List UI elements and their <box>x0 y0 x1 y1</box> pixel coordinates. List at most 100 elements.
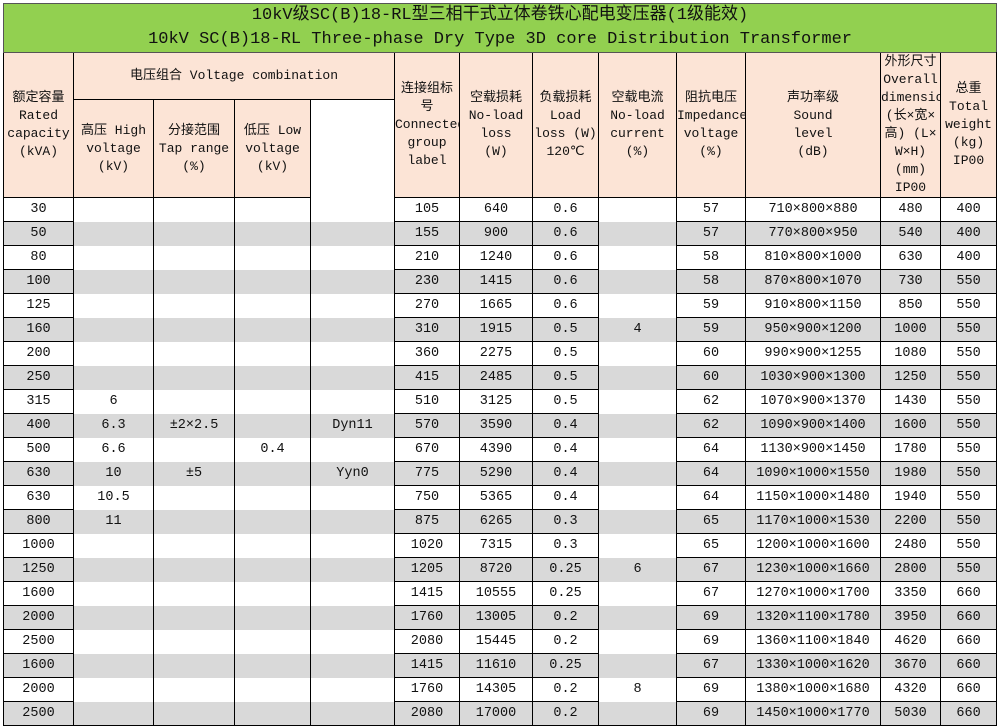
cell-sound-level: 65 <box>676 509 746 534</box>
cell-rated-capacity: 2500 <box>3 629 74 654</box>
cell-total-weight: 1080 <box>880 341 941 366</box>
header-line: Tap range <box>158 140 230 156</box>
cell-high-voltage: 10.5 <box>73 485 154 510</box>
cell-connected-group <box>310 365 395 390</box>
cell-sound-level: 58 <box>676 245 746 270</box>
cell-no-load-current: 0.6 <box>532 269 599 294</box>
cell-sound-level: 58 <box>676 269 746 294</box>
cell-no-load-current: 0.6 <box>532 197 599 222</box>
cell-no-load-loss: 415 <box>394 365 460 390</box>
cell-connected-group <box>310 629 395 654</box>
header-line: 总重 <box>955 81 982 96</box>
cell-rated-capacity: 50 <box>3 221 74 246</box>
cell-gauge: 550 <box>939 293 998 318</box>
cell-high-voltage: 6.3 <box>73 413 154 438</box>
cell-load-loss: 1415 <box>459 269 533 294</box>
cell-no-load-loss: 670 <box>394 437 460 462</box>
cell-gauge: 550 <box>939 557 998 582</box>
cell-rated-capacity: 160 <box>3 317 74 342</box>
cell-high-voltage <box>73 533 154 558</box>
table-row: 1600 1415 10555 0.25 67 1270×1000×1700 3350 660 <box>3 581 998 606</box>
cell-impedance-voltage <box>598 581 677 606</box>
header-line: No-load <box>610 108 665 123</box>
cell-rated-capacity: 630 <box>3 485 74 510</box>
cell-connected-group <box>310 605 395 630</box>
cell-no-load-loss: 310 <box>394 317 460 342</box>
transformer-spec-table: 10kV级SC(B)18-RL型三相干式立体卷铁心配电变压器(1级能效) 10k… <box>2 3 998 726</box>
cell-rated-capacity: 80 <box>3 245 74 270</box>
cell-rated-capacity: 500 <box>3 437 74 462</box>
title-en: 10kV SC(B)18-RL Three-phase Dry Type 3D … <box>148 30 852 49</box>
cell-total-weight: 1250 <box>880 365 941 390</box>
header-line: 声功率级 <box>786 90 839 105</box>
cell-tap-range <box>153 221 235 246</box>
cell-impedance-voltage <box>598 437 677 462</box>
cell-rated-capacity: 315 <box>3 389 74 414</box>
cell-no-load-loss: 155 <box>394 221 460 246</box>
cell-connected-group <box>310 557 395 582</box>
cell-connected-group <box>310 485 395 510</box>
cell-rated-capacity: 2000 <box>3 605 74 630</box>
table-row: 630 10 ±5 Yyn0 775 5290 0.4 64 1090×1000×1550 198… <box>3 461 998 486</box>
header-line: 外形尺寸 Overall <box>883 54 938 87</box>
header-line: 负载损耗 <box>539 90 592 105</box>
header-line: (kg) <box>952 135 985 150</box>
header-high-voltage: 高压 High voltage (kV) <box>73 99 154 198</box>
cell-impedance-voltage <box>598 221 677 246</box>
cell-impedance-voltage <box>598 485 677 510</box>
cell-low-voltage <box>234 221 311 246</box>
cell-connected-group <box>310 389 395 414</box>
header-line: 分接范围 <box>167 122 220 138</box>
cell-overall-dimension: 1070×900×1370 <box>745 389 881 414</box>
cell-tap-range: ±5 <box>153 461 235 486</box>
cell-connected-group <box>310 509 395 534</box>
cell-overall-dimension: 1270×1000×1700 <box>745 581 881 606</box>
cell-low-voltage <box>234 557 311 582</box>
cell-gauge: 400 <box>939 197 998 222</box>
cell-no-load-loss: 2080 <box>394 629 460 654</box>
header-low-voltage: 低压 Low voltage (kV) <box>234 99 311 198</box>
cell-connected-group <box>310 653 395 678</box>
cell-high-voltage: 6.6 <box>73 437 154 462</box>
cell-total-weight: 2200 <box>880 509 941 534</box>
header-line: Impedance <box>677 108 746 123</box>
table-row: 1000 1020 7315 0.3 65 1200×1000×1600 2480 550 <box>3 533 998 558</box>
header-line: (%) <box>625 144 650 159</box>
table-row: 160 310 1915 0.5 4 59 950×900×1200 1000 550 <box>3 317 998 342</box>
cell-low-voltage <box>234 245 311 270</box>
cell-no-load-loss: 1760 <box>394 605 460 630</box>
table-row: 630 10.5 750 5365 0.4 64 1150×1000×1480 1940 550 <box>3 485 998 510</box>
cell-impedance-voltage <box>598 629 677 654</box>
header-line: voltage <box>245 140 300 156</box>
cell-low-voltage <box>234 389 311 414</box>
header-line: capacity <box>7 126 70 141</box>
header-line: Connected <box>395 117 460 132</box>
cell-impedance-voltage <box>598 653 677 678</box>
cell-no-load-loss: 230 <box>394 269 460 294</box>
cell-rated-capacity: 2500 <box>3 701 74 726</box>
cell-tap-range <box>153 557 235 582</box>
cell-low-voltage <box>234 317 311 342</box>
cell-sound-level: 64 <box>676 437 746 462</box>
cell-impedance-voltage <box>598 341 677 366</box>
cell-sound-level: 65 <box>676 533 746 558</box>
cell-sound-level: 62 <box>676 413 746 438</box>
cell-gauge: 400 <box>939 221 998 246</box>
cell-overall-dimension: 1030×900×1300 <box>745 365 881 390</box>
cell-no-load-current: 0.2 <box>532 605 599 630</box>
cell-low-voltage <box>234 581 311 606</box>
cell-low-voltage <box>234 461 311 486</box>
cell-overall-dimension: 1150×1000×1480 <box>745 485 881 510</box>
cell-sound-level: 62 <box>676 389 746 414</box>
cell-connected-group <box>310 341 395 366</box>
cell-rated-capacity: 1600 <box>3 581 74 606</box>
cell-low-voltage <box>234 653 311 678</box>
header-line: Sound <box>793 108 833 123</box>
table-row: 1250 1205 8720 0.25 6 67 1230×1000×1660 2800 550 <box>3 557 998 582</box>
cell-high-voltage <box>73 341 154 366</box>
cell-sound-level: 60 <box>676 365 746 390</box>
cell-sound-level: 59 <box>676 317 746 342</box>
cell-connected-group <box>310 221 395 246</box>
cell-load-loss: 17000 <box>459 701 533 726</box>
cell-low-voltage <box>234 365 311 390</box>
